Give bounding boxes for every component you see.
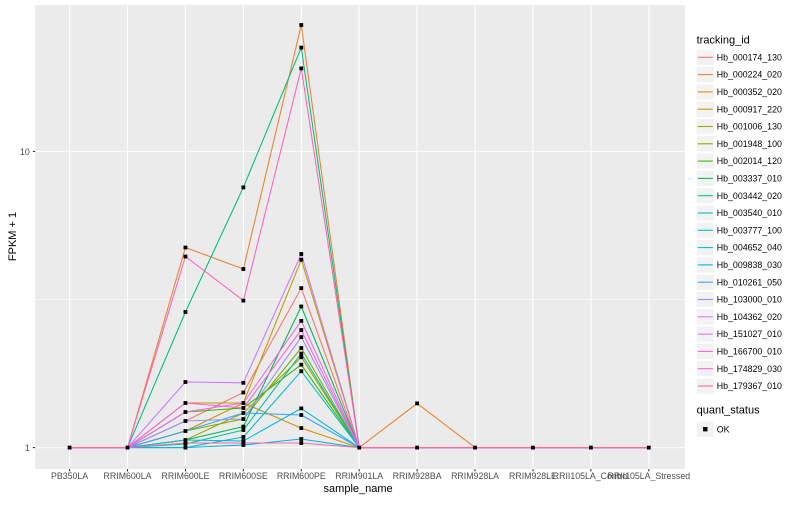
svg-text:RRIM600LE: RRIM600LE — [161, 471, 209, 481]
svg-text:Hb_000224_020: Hb_000224_020 — [717, 70, 782, 80]
svg-text:Hb_003337_010: Hb_003337_010 — [717, 174, 782, 184]
svg-text:Hb_166700_010: Hb_166700_010 — [717, 347, 782, 357]
svg-text:RRIM928BA: RRIM928BA — [393, 471, 442, 481]
svg-text:Hb_104362_020: Hb_104362_020 — [717, 312, 782, 322]
svg-text:RRIM901LA: RRIM901LA — [335, 471, 383, 481]
svg-text:RRIM928LE: RRIM928LE — [509, 471, 557, 481]
svg-text:Hb_003442_020: Hb_003442_020 — [717, 191, 782, 201]
svg-text:FPKM + 1: FPKM + 1 — [7, 212, 19, 261]
svg-text:Hb_003540_010: Hb_003540_010 — [717, 208, 782, 218]
svg-text:Hb_010261_050: Hb_010261_050 — [717, 277, 782, 287]
svg-text:Hb_174829_030: Hb_174829_030 — [717, 364, 782, 374]
svg-text:RRII105LA_Control: RRII105LA_Control — [553, 471, 629, 481]
svg-text:tracking_id: tracking_id — [697, 35, 750, 47]
svg-text:Hb_003777_100: Hb_003777_100 — [717, 225, 782, 235]
svg-text:PB350LA: PB350LA — [51, 471, 88, 481]
svg-text:Hb_103000_010: Hb_103000_010 — [717, 295, 782, 305]
svg-text:Hb_001948_100: Hb_001948_100 — [717, 139, 782, 149]
svg-text:Hb_002014_120: Hb_002014_120 — [717, 156, 782, 166]
svg-text:sample_name: sample_name — [324, 483, 393, 495]
svg-text:1: 1 — [25, 443, 30, 453]
svg-text:RRIM600LA: RRIM600LA — [104, 471, 152, 481]
svg-text:Hb_004652_040: Hb_004652_040 — [717, 243, 782, 253]
svg-text:Hb_009838_030: Hb_009838_030 — [717, 260, 782, 270]
svg-text:Hb_000174_130: Hb_000174_130 — [717, 52, 782, 62]
svg-text:OK: OK — [717, 424, 730, 434]
svg-text:Hb_000917_220: Hb_000917_220 — [717, 104, 782, 114]
svg-text:Hb_151027_010: Hb_151027_010 — [717, 329, 782, 339]
svg-text:RRII105LA_Stressed: RRII105LA_Stressed — [607, 471, 690, 481]
svg-text:RRIM600SE: RRIM600SE — [219, 471, 268, 481]
svg-text:Hb_001006_130: Hb_001006_130 — [717, 122, 782, 132]
svg-text:Hb_000352_020: Hb_000352_020 — [717, 87, 782, 97]
svg-text:RRIM928LA: RRIM928LA — [451, 471, 499, 481]
svg-text:10: 10 — [20, 147, 30, 157]
svg-text:Hb_179367_010: Hb_179367_010 — [717, 381, 782, 391]
svg-text:quant_status: quant_status — [697, 405, 760, 417]
svg-text:RRIM600PE: RRIM600PE — [277, 471, 326, 481]
